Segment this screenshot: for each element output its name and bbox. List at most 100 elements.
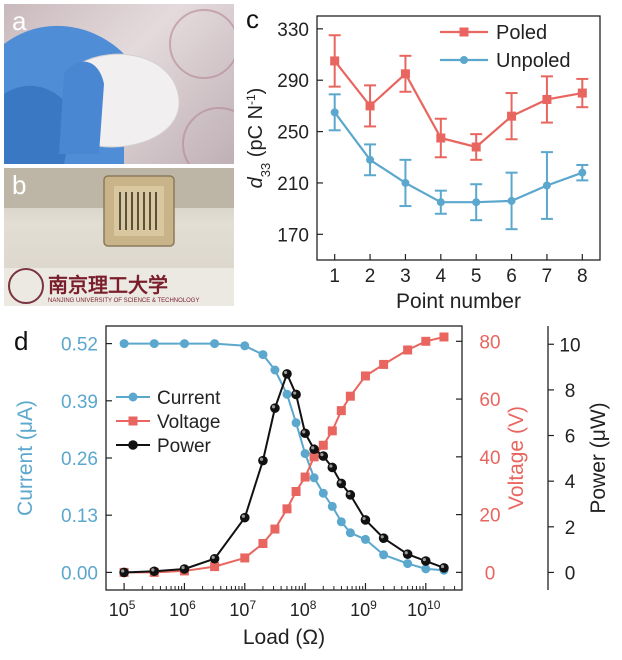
chart-d-point-power bbox=[327, 462, 338, 473]
chart-d-point-voltage bbox=[421, 336, 431, 346]
chart-c-point-poled bbox=[471, 142, 481, 152]
photo-a-flexible-film: a bbox=[4, 4, 234, 164]
chart-c-point-poled bbox=[436, 133, 446, 143]
chart-d-point-power bbox=[179, 564, 190, 574]
chart-d-point-power bbox=[402, 549, 413, 559]
chart-d-point-power bbox=[282, 369, 292, 379]
chart-d-point-current bbox=[403, 559, 413, 569]
chart-d-point-power bbox=[439, 563, 449, 573]
chart-c-xtick-label: 1 bbox=[329, 266, 340, 287]
chart-d-xtick-label: 107 bbox=[229, 598, 256, 620]
chart-d-point-voltage bbox=[291, 487, 301, 497]
chart-d-point-power-highlight bbox=[362, 516, 366, 521]
chart-c-point-unpoled bbox=[436, 198, 445, 207]
panel-label-c: c bbox=[246, 4, 259, 34]
chart-d-point-current bbox=[300, 449, 310, 459]
chart-d-current-axis-label: Current (μA) bbox=[14, 400, 37, 516]
chart-d-current-tick-label: 0.26 bbox=[61, 449, 98, 470]
chart-c-xtick-label: 6 bbox=[506, 266, 517, 287]
chart-c-ytick-label: 250 bbox=[277, 123, 309, 144]
chart-d-voltage-tick-label: 80 bbox=[479, 332, 500, 353]
chart-d-x-axis-label: Load (Ω) bbox=[243, 626, 325, 649]
chart-d-point-current bbox=[270, 365, 280, 375]
chart-d-point-power bbox=[378, 533, 389, 544]
photo-b-illustration: 南京理工大学 NANJING UNIVERSITY OF SCIENCE & T… bbox=[4, 168, 234, 306]
chart-d-voltage-tick-label: 0 bbox=[485, 563, 496, 584]
chart-d-point-power bbox=[270, 403, 280, 413]
chart-d-point-power-highlight bbox=[151, 568, 155, 572]
chart-d-point-power bbox=[420, 556, 431, 566]
chart-d-power-tick-label: 0 bbox=[565, 563, 576, 584]
chart-d-point-power bbox=[318, 451, 329, 461]
chart-d-point-current bbox=[210, 339, 220, 349]
chart-d-point-voltage bbox=[258, 538, 268, 548]
chart-d-point-power-highlight bbox=[293, 391, 297, 395]
chart-d-power-tick-label: 6 bbox=[565, 427, 576, 448]
chart-d-point-power bbox=[345, 490, 356, 500]
chart-d-power-tick-label: 4 bbox=[565, 472, 576, 493]
chart-c-point-unpoled bbox=[542, 181, 551, 190]
photo-a-illustration bbox=[4, 9, 234, 164]
chart-c-x-axis-label: Point number bbox=[396, 290, 521, 313]
chart-d-point-voltage bbox=[379, 359, 389, 369]
chart-d-voltage-tick-label: 60 bbox=[479, 390, 500, 411]
chart-d-point-voltage bbox=[327, 426, 337, 436]
chart-c-y-axis-label: d33 (pC N-1) bbox=[244, 88, 273, 189]
chart-d-point-current bbox=[360, 534, 370, 544]
chart-d-point-power-highlight bbox=[302, 430, 306, 434]
chart-d-point-voltage bbox=[318, 440, 328, 450]
chart-d-point-power-highlight bbox=[241, 514, 245, 518]
chart-d-point-power-highlight bbox=[311, 446, 315, 450]
chart-c-xtick-label: 5 bbox=[471, 266, 482, 287]
chart-c-xtick-label: 4 bbox=[436, 266, 447, 287]
chart-d-point-voltage bbox=[309, 452, 319, 462]
chart-d-point-power-highlight bbox=[284, 370, 288, 375]
chart-d-point-voltage bbox=[345, 391, 355, 401]
chart-c-d33: 170 210 250 290 330 1 2 3 4 5 6 7 8 Poled Unpoled Poi… bbox=[244, 15, 601, 313]
chart-d-point-power-highlight bbox=[320, 453, 324, 457]
chart-d-current-tick-label: 0.00 bbox=[61, 563, 98, 584]
chart-d-xtick-label: 106 bbox=[169, 598, 196, 620]
chart-c-ytick-label: 170 bbox=[277, 225, 309, 246]
chart-d-point-current bbox=[291, 418, 301, 428]
chart-c-series-line-poled bbox=[333, 60, 583, 149]
chart-d-power-axis-label: Power (μW) bbox=[587, 402, 610, 513]
photo-b-device-on-sign: 南京理工大学 NANJING UNIVERSITY OF SCIENCE & T… bbox=[4, 168, 234, 306]
chart-d-point-voltage bbox=[210, 562, 220, 572]
chart-d-xtick-label: 105 bbox=[109, 598, 136, 620]
chart-d-xtick-label: 108 bbox=[290, 598, 317, 620]
chart-d-point-voltage bbox=[403, 345, 413, 355]
chart-d-point-current bbox=[318, 488, 328, 498]
chart-d-point-power bbox=[300, 428, 310, 439]
panel-label-d: d bbox=[14, 326, 29, 356]
chart-d-point-power bbox=[149, 566, 160, 577]
chart-c-ytick-label: 330 bbox=[277, 20, 309, 41]
chart-c-legend-label: Unpoled bbox=[496, 50, 571, 72]
chart-c-point-poled bbox=[365, 101, 375, 111]
chart-d-current-tick-label: 0.52 bbox=[61, 335, 98, 356]
chart-d-point-power bbox=[309, 444, 319, 455]
chart-c-legend-marker bbox=[459, 27, 469, 37]
chart-d-point-power-highlight bbox=[121, 569, 125, 573]
chart-d-point-current bbox=[258, 350, 268, 360]
chart-d-point-power-highlight bbox=[422, 558, 426, 562]
sign-english-text: NANJING UNIVERSITY OF SCIENCE & TECHNOLO… bbox=[48, 298, 199, 304]
panel-label-b: b bbox=[12, 170, 27, 200]
chart-d-point-voltage bbox=[336, 406, 346, 416]
chart-c-point-unpoled bbox=[472, 198, 481, 207]
chart-c-point-unpoled bbox=[507, 196, 516, 205]
chart-d-point-current bbox=[336, 517, 346, 527]
chart-d-point-power bbox=[336, 478, 347, 489]
chart-d-point-voltage bbox=[360, 371, 370, 381]
chart-c-point-poled bbox=[400, 69, 410, 79]
chart-d-point-power bbox=[119, 567, 129, 578]
chart-d-point-power-highlight bbox=[271, 405, 276, 409]
chart-c-point-unpoled bbox=[366, 155, 375, 164]
chart-c-point-poled bbox=[330, 56, 340, 66]
chart-d-power-tick-label: 8 bbox=[565, 381, 576, 402]
chart-d-point-power-highlight bbox=[259, 457, 264, 461]
chart-d-legend-marker bbox=[128, 416, 138, 426]
chart-c-series-line-unpoled bbox=[333, 111, 583, 204]
chart-d-point-power-highlight bbox=[329, 464, 333, 468]
chart-d-voltage-axis-label: Voltage (V) bbox=[505, 406, 528, 510]
